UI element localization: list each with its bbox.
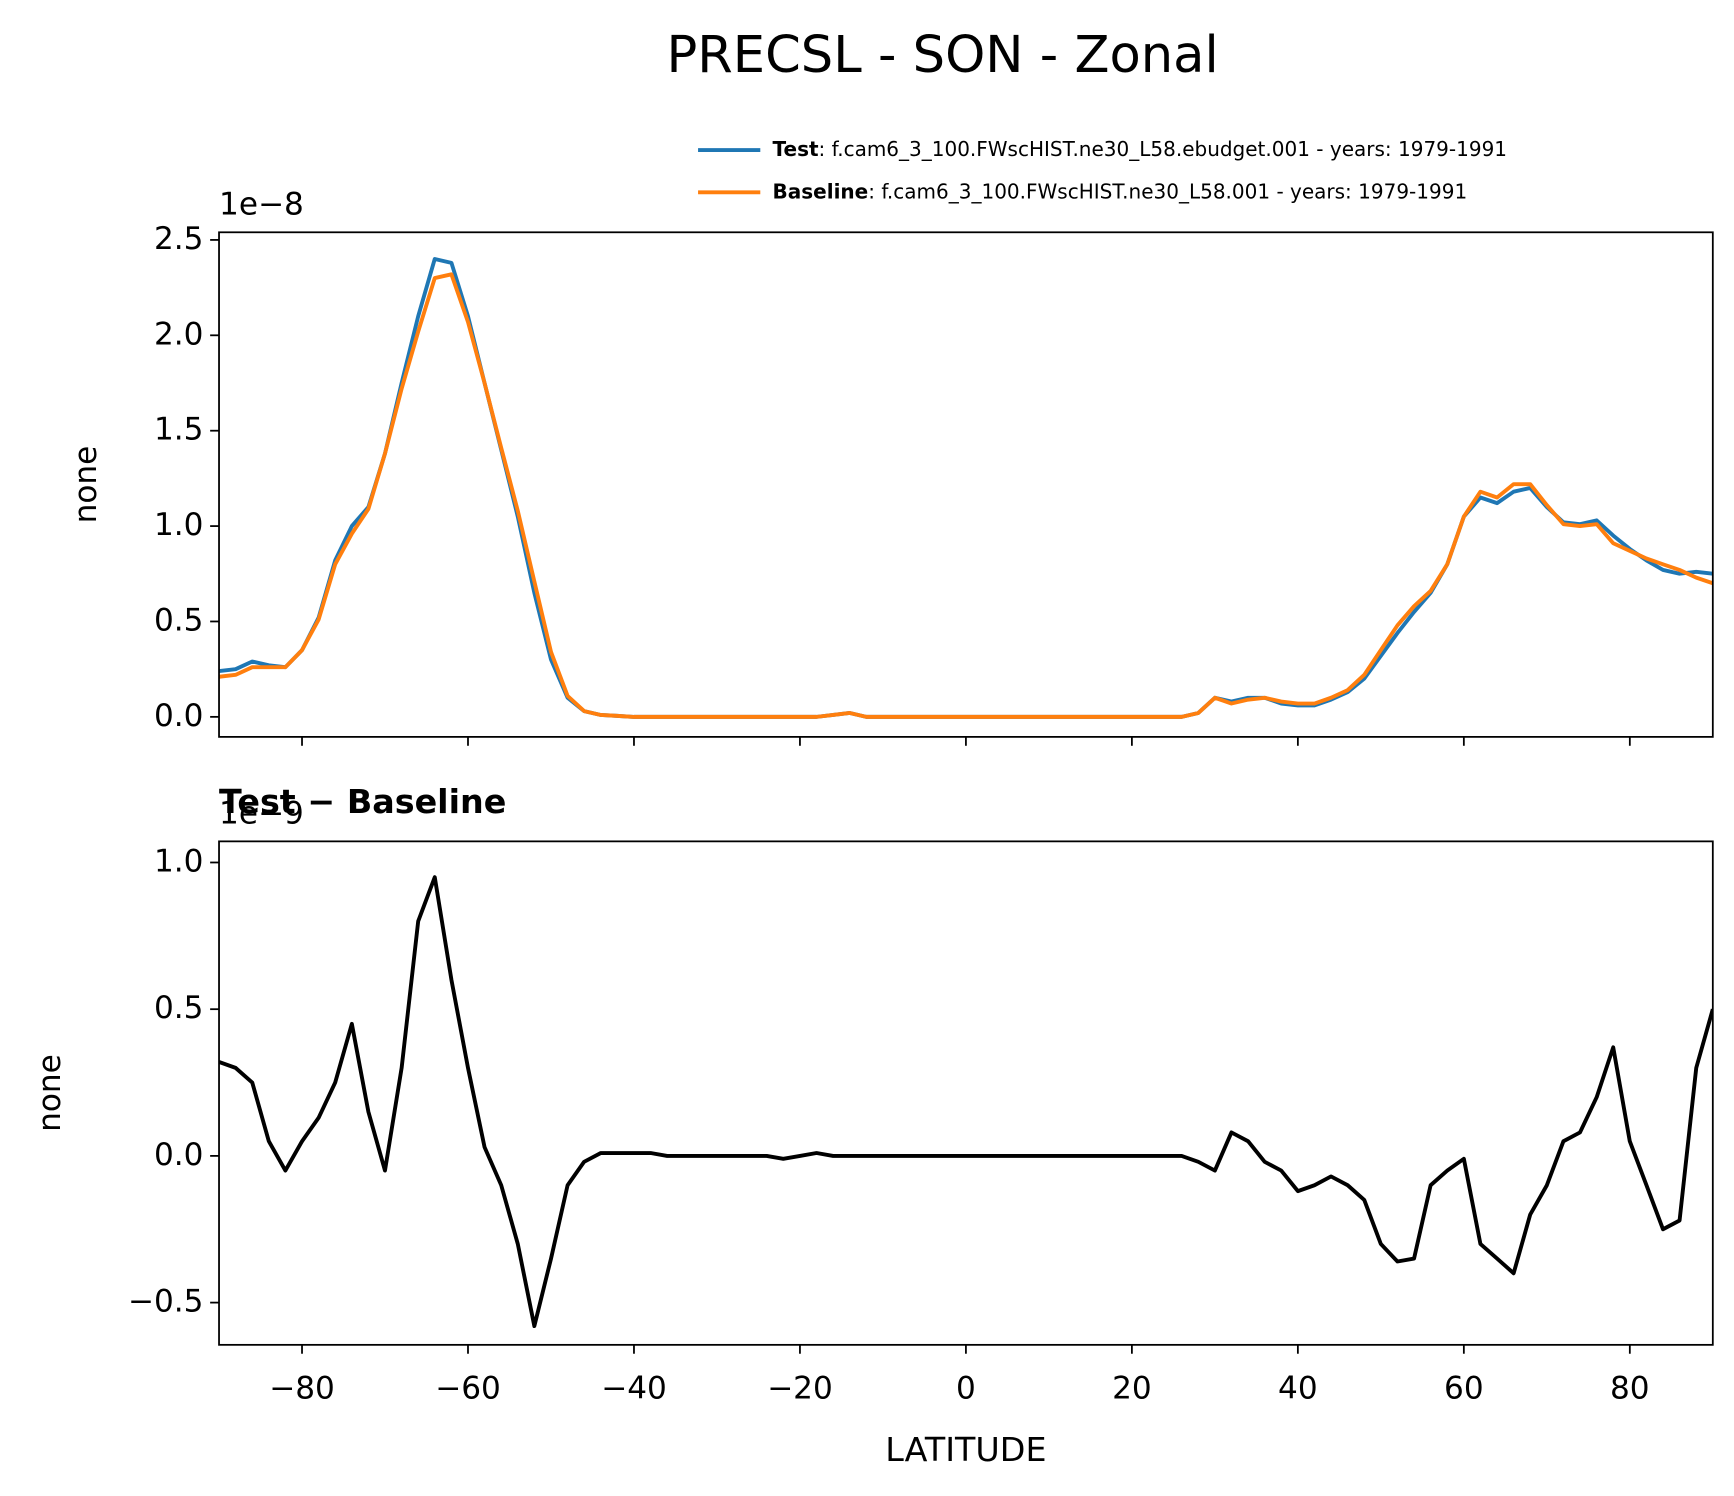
legend-name: Test [773, 137, 819, 161]
legend-entry: Test: f.cam6_3_100.FWscHIST.ne30_L58.ebu… [773, 137, 1508, 161]
legend-entry: Baseline: f.cam6_3_100.FWscHIST.ne30_L58… [773, 179, 1468, 203]
y-tick-label: 2.5 [154, 221, 203, 257]
y-tick-label: 1.0 [154, 507, 203, 543]
y-axis-label: none [32, 1054, 68, 1132]
x-tick-label: −60 [435, 1370, 501, 1406]
series-line [219, 272, 1713, 719]
figure-title: PRECSL - SON - Zonal [666, 26, 1218, 85]
offset-label: 1e−8 [219, 187, 304, 223]
x-axis-label: LATITUDE [885, 1430, 1046, 1469]
y-tick-label: 1.0 [154, 843, 203, 879]
offset-label: 1e−9 [219, 796, 304, 832]
axes-title: Test − Baseline [219, 782, 506, 821]
x-tick-label: 40 [1278, 1370, 1318, 1406]
y-tick-label: −0.5 [128, 1284, 204, 1320]
y-axis-label: none [68, 446, 104, 524]
y-tick-label: 1.5 [154, 412, 203, 448]
y-tick-label: 0.0 [154, 1137, 203, 1173]
x-tick-label: 60 [1444, 1370, 1484, 1406]
axes-frame [218, 840, 1714, 1346]
y-tick-label: 2.0 [154, 316, 203, 352]
series-line [219, 257, 1713, 719]
y-tick-label: 0.5 [154, 602, 203, 638]
x-tick-label: −20 [767, 1370, 833, 1406]
axes-frame [218, 231, 1714, 738]
x-tick-label: 80 [1610, 1370, 1650, 1406]
x-tick-label: −40 [601, 1370, 667, 1406]
x-tick-label: 20 [1112, 1370, 1152, 1406]
legend-text: : f.cam6_3_100.FWscHIST.ne30_L58.001 - y… [868, 179, 1467, 203]
series-line [219, 875, 1713, 1329]
x-tick-label: −80 [269, 1370, 335, 1406]
legend-name: Baseline [773, 179, 869, 203]
x-tick-label: 0 [956, 1370, 976, 1406]
y-tick-label: 0.5 [154, 990, 203, 1026]
y-tick-label: 0.0 [154, 698, 203, 734]
legend-text: : f.cam6_3_100.FWscHIST.ne30_L58.ebudget… [819, 137, 1508, 161]
